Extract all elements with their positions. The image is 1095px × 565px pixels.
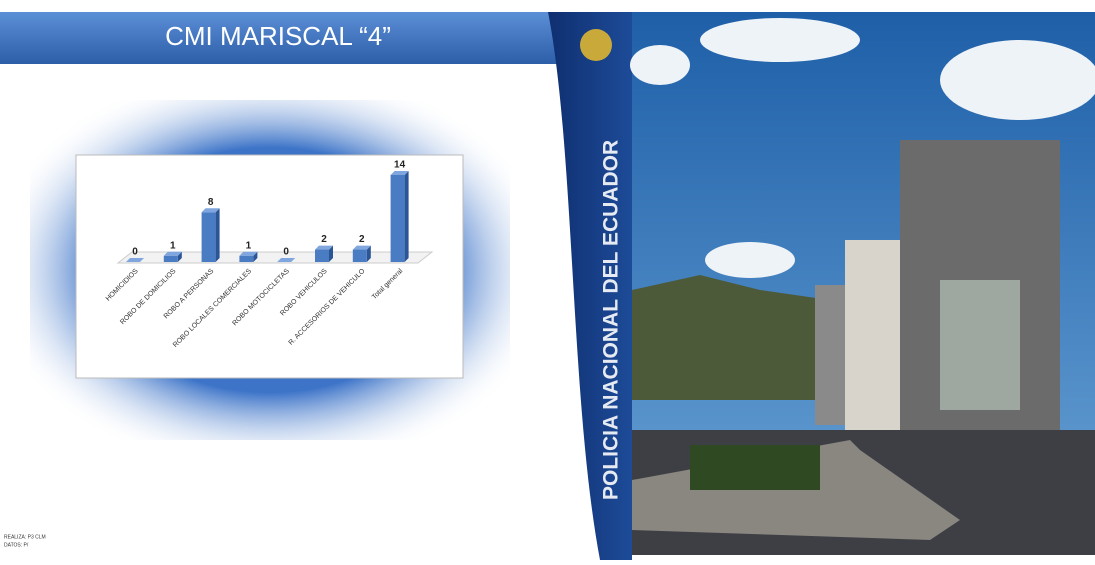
bar-side xyxy=(216,208,220,262)
page: CMI MARISCAL “4” POLICIA NACIONAL DEL EC… xyxy=(0,0,1095,565)
value-label: 1 xyxy=(246,240,252,251)
chart-title: CMI MARISCAL “4” xyxy=(165,21,391,51)
bar xyxy=(315,250,329,262)
bar xyxy=(353,250,367,262)
emblem xyxy=(580,29,612,61)
slide: CMI MARISCAL “4” POLICIA NACIONAL DEL EC… xyxy=(0,0,1095,560)
value-label: 2 xyxy=(359,234,365,245)
footer-text: REALIZA: P3 CLM xyxy=(4,534,46,540)
bar xyxy=(391,175,405,262)
photo xyxy=(630,12,1095,555)
footer-text: DATOS: P/ xyxy=(4,542,29,548)
value-label: 0 xyxy=(132,247,138,258)
value-label: 8 xyxy=(208,197,214,208)
value-label: 2 xyxy=(321,234,327,245)
bar xyxy=(239,256,253,262)
side-text: POLICIA NACIONAL DEL ECUADOR xyxy=(600,140,623,500)
bar xyxy=(202,212,216,262)
value-label: 14 xyxy=(394,160,406,171)
bar-side xyxy=(405,171,409,262)
value-label: 0 xyxy=(283,247,289,258)
value-label: 1 xyxy=(170,240,176,251)
bar xyxy=(164,256,178,262)
